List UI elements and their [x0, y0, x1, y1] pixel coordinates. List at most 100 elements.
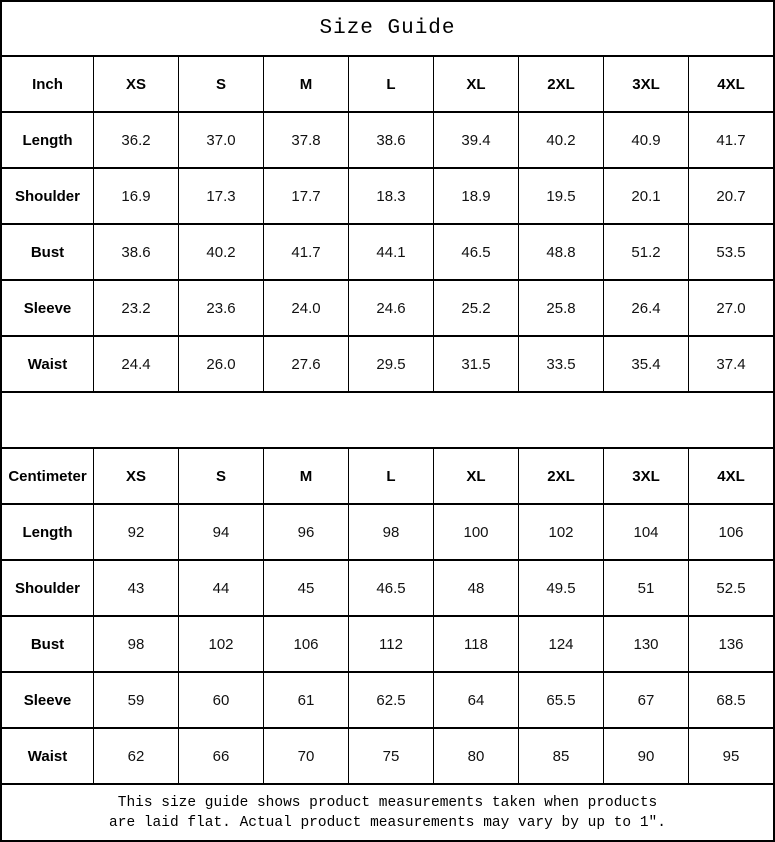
size-header-cell: S: [178, 55, 263, 111]
value-cell: 41.7: [263, 223, 348, 279]
value-cell: 38.6: [348, 111, 433, 167]
value-cell: 112: [348, 615, 433, 671]
value-cell: 102: [518, 503, 603, 559]
value-cell: 65.5: [518, 671, 603, 727]
value-cell: 48.8: [518, 223, 603, 279]
value-cell: 24.6: [348, 279, 433, 335]
value-cell: 98: [93, 615, 178, 671]
table-header-row: Inch XS S M L XL 2XL 3XL 4XL: [2, 55, 773, 111]
value-cell: 106: [688, 503, 773, 559]
size-header-cell: S: [178, 447, 263, 503]
value-cell: 16.9: [93, 167, 178, 223]
value-cell: 51: [603, 559, 688, 615]
row-label-cell: Bust: [2, 223, 93, 279]
page-title: Size Guide: [319, 17, 456, 40]
row-label-cell: Sleeve: [2, 671, 93, 727]
size-header-cell: 3XL: [603, 447, 688, 503]
size-header-cell: L: [348, 447, 433, 503]
value-cell: 124: [518, 615, 603, 671]
value-cell: 106: [263, 615, 348, 671]
value-cell: 75: [348, 727, 433, 783]
row-label-cell: Shoulder: [2, 559, 93, 615]
value-cell: 24.4: [93, 335, 178, 391]
table-spacer: [2, 391, 773, 447]
value-cell: 39.4: [433, 111, 518, 167]
value-cell: 25.2: [433, 279, 518, 335]
value-cell: 94: [178, 503, 263, 559]
value-cell: 49.5: [518, 559, 603, 615]
value-cell: 130: [603, 615, 688, 671]
value-cell: 104: [603, 503, 688, 559]
value-cell: 136: [688, 615, 773, 671]
value-cell: 59: [93, 671, 178, 727]
row-label-cell: Waist: [2, 335, 93, 391]
size-header-cell: 2XL: [518, 55, 603, 111]
value-cell: 52.5: [688, 559, 773, 615]
value-cell: 95: [688, 727, 773, 783]
value-cell: 17.7: [263, 167, 348, 223]
value-cell: 51.2: [603, 223, 688, 279]
value-cell: 96: [263, 503, 348, 559]
value-cell: 60: [178, 671, 263, 727]
value-cell: 62: [93, 727, 178, 783]
value-cell: 44: [178, 559, 263, 615]
table-row: Waist 62 66 70 75 80 85 90 95: [2, 727, 773, 783]
value-cell: 33.5: [518, 335, 603, 391]
value-cell: 40.9: [603, 111, 688, 167]
value-cell: 40.2: [518, 111, 603, 167]
row-label-cell: Length: [2, 503, 93, 559]
value-cell: 64: [433, 671, 518, 727]
value-cell: 92: [93, 503, 178, 559]
value-cell: 20.1: [603, 167, 688, 223]
footnote: This size guide shows product measuremen…: [2, 783, 773, 840]
value-cell: 41.7: [688, 111, 773, 167]
value-cell: 46.5: [433, 223, 518, 279]
value-cell: 18.3: [348, 167, 433, 223]
value-cell: 37.8: [263, 111, 348, 167]
value-cell: 27.6: [263, 335, 348, 391]
table-row: Sleeve 23.2 23.6 24.0 24.6 25.2 25.8 26.4 27.0: [2, 279, 773, 335]
value-cell: 40.2: [178, 223, 263, 279]
size-header-cell: 4XL: [688, 55, 773, 111]
value-cell: 66: [178, 727, 263, 783]
value-cell: 35.4: [603, 335, 688, 391]
value-cell: 90: [603, 727, 688, 783]
value-cell: 43: [93, 559, 178, 615]
value-cell: 27.0: [688, 279, 773, 335]
table-row: Length 36.2 37.0 37.8 38.6 39.4 40.2 40.9 41.7: [2, 111, 773, 167]
value-cell: 118: [433, 615, 518, 671]
value-cell: 23.6: [178, 279, 263, 335]
size-header-cell: M: [263, 447, 348, 503]
value-cell: 17.3: [178, 167, 263, 223]
row-label-cell: Bust: [2, 615, 93, 671]
value-cell: 67: [603, 671, 688, 727]
value-cell: 85: [518, 727, 603, 783]
value-cell: 46.5: [348, 559, 433, 615]
footnote-line-2: are laid flat. Actual product measuremen…: [109, 814, 666, 831]
value-cell: 26.0: [178, 335, 263, 391]
size-header-cell: XS: [93, 447, 178, 503]
row-label-cell: Length: [2, 111, 93, 167]
value-cell: 48: [433, 559, 518, 615]
value-cell: 26.4: [603, 279, 688, 335]
value-cell: 29.5: [348, 335, 433, 391]
value-cell: 68.5: [688, 671, 773, 727]
value-cell: 19.5: [518, 167, 603, 223]
size-header-cell: 3XL: [603, 55, 688, 111]
centimeter-table: Centimeter XS S M L XL 2XL 3XL 4XL Length 92 94 96 98…: [2, 447, 773, 783]
size-header-cell: XS: [93, 55, 178, 111]
unit-header-cell: Inch: [2, 55, 93, 111]
value-cell: 61: [263, 671, 348, 727]
row-label-cell: Waist: [2, 727, 93, 783]
value-cell: 45: [263, 559, 348, 615]
value-cell: 18.9: [433, 167, 518, 223]
unit-header-cell: Centimeter: [2, 447, 93, 503]
value-cell: 20.7: [688, 167, 773, 223]
value-cell: 53.5: [688, 223, 773, 279]
table-row: Sleeve 59 60 61 62.5 64 65.5 67 68.5: [2, 671, 773, 727]
size-header-cell: M: [263, 55, 348, 111]
table-row: Shoulder 43 44 45 46.5 48 49.5 51 52.5: [2, 559, 773, 615]
size-header-cell: L: [348, 55, 433, 111]
table-row: Bust 98 102 106 112 118 124 130 136: [2, 615, 773, 671]
